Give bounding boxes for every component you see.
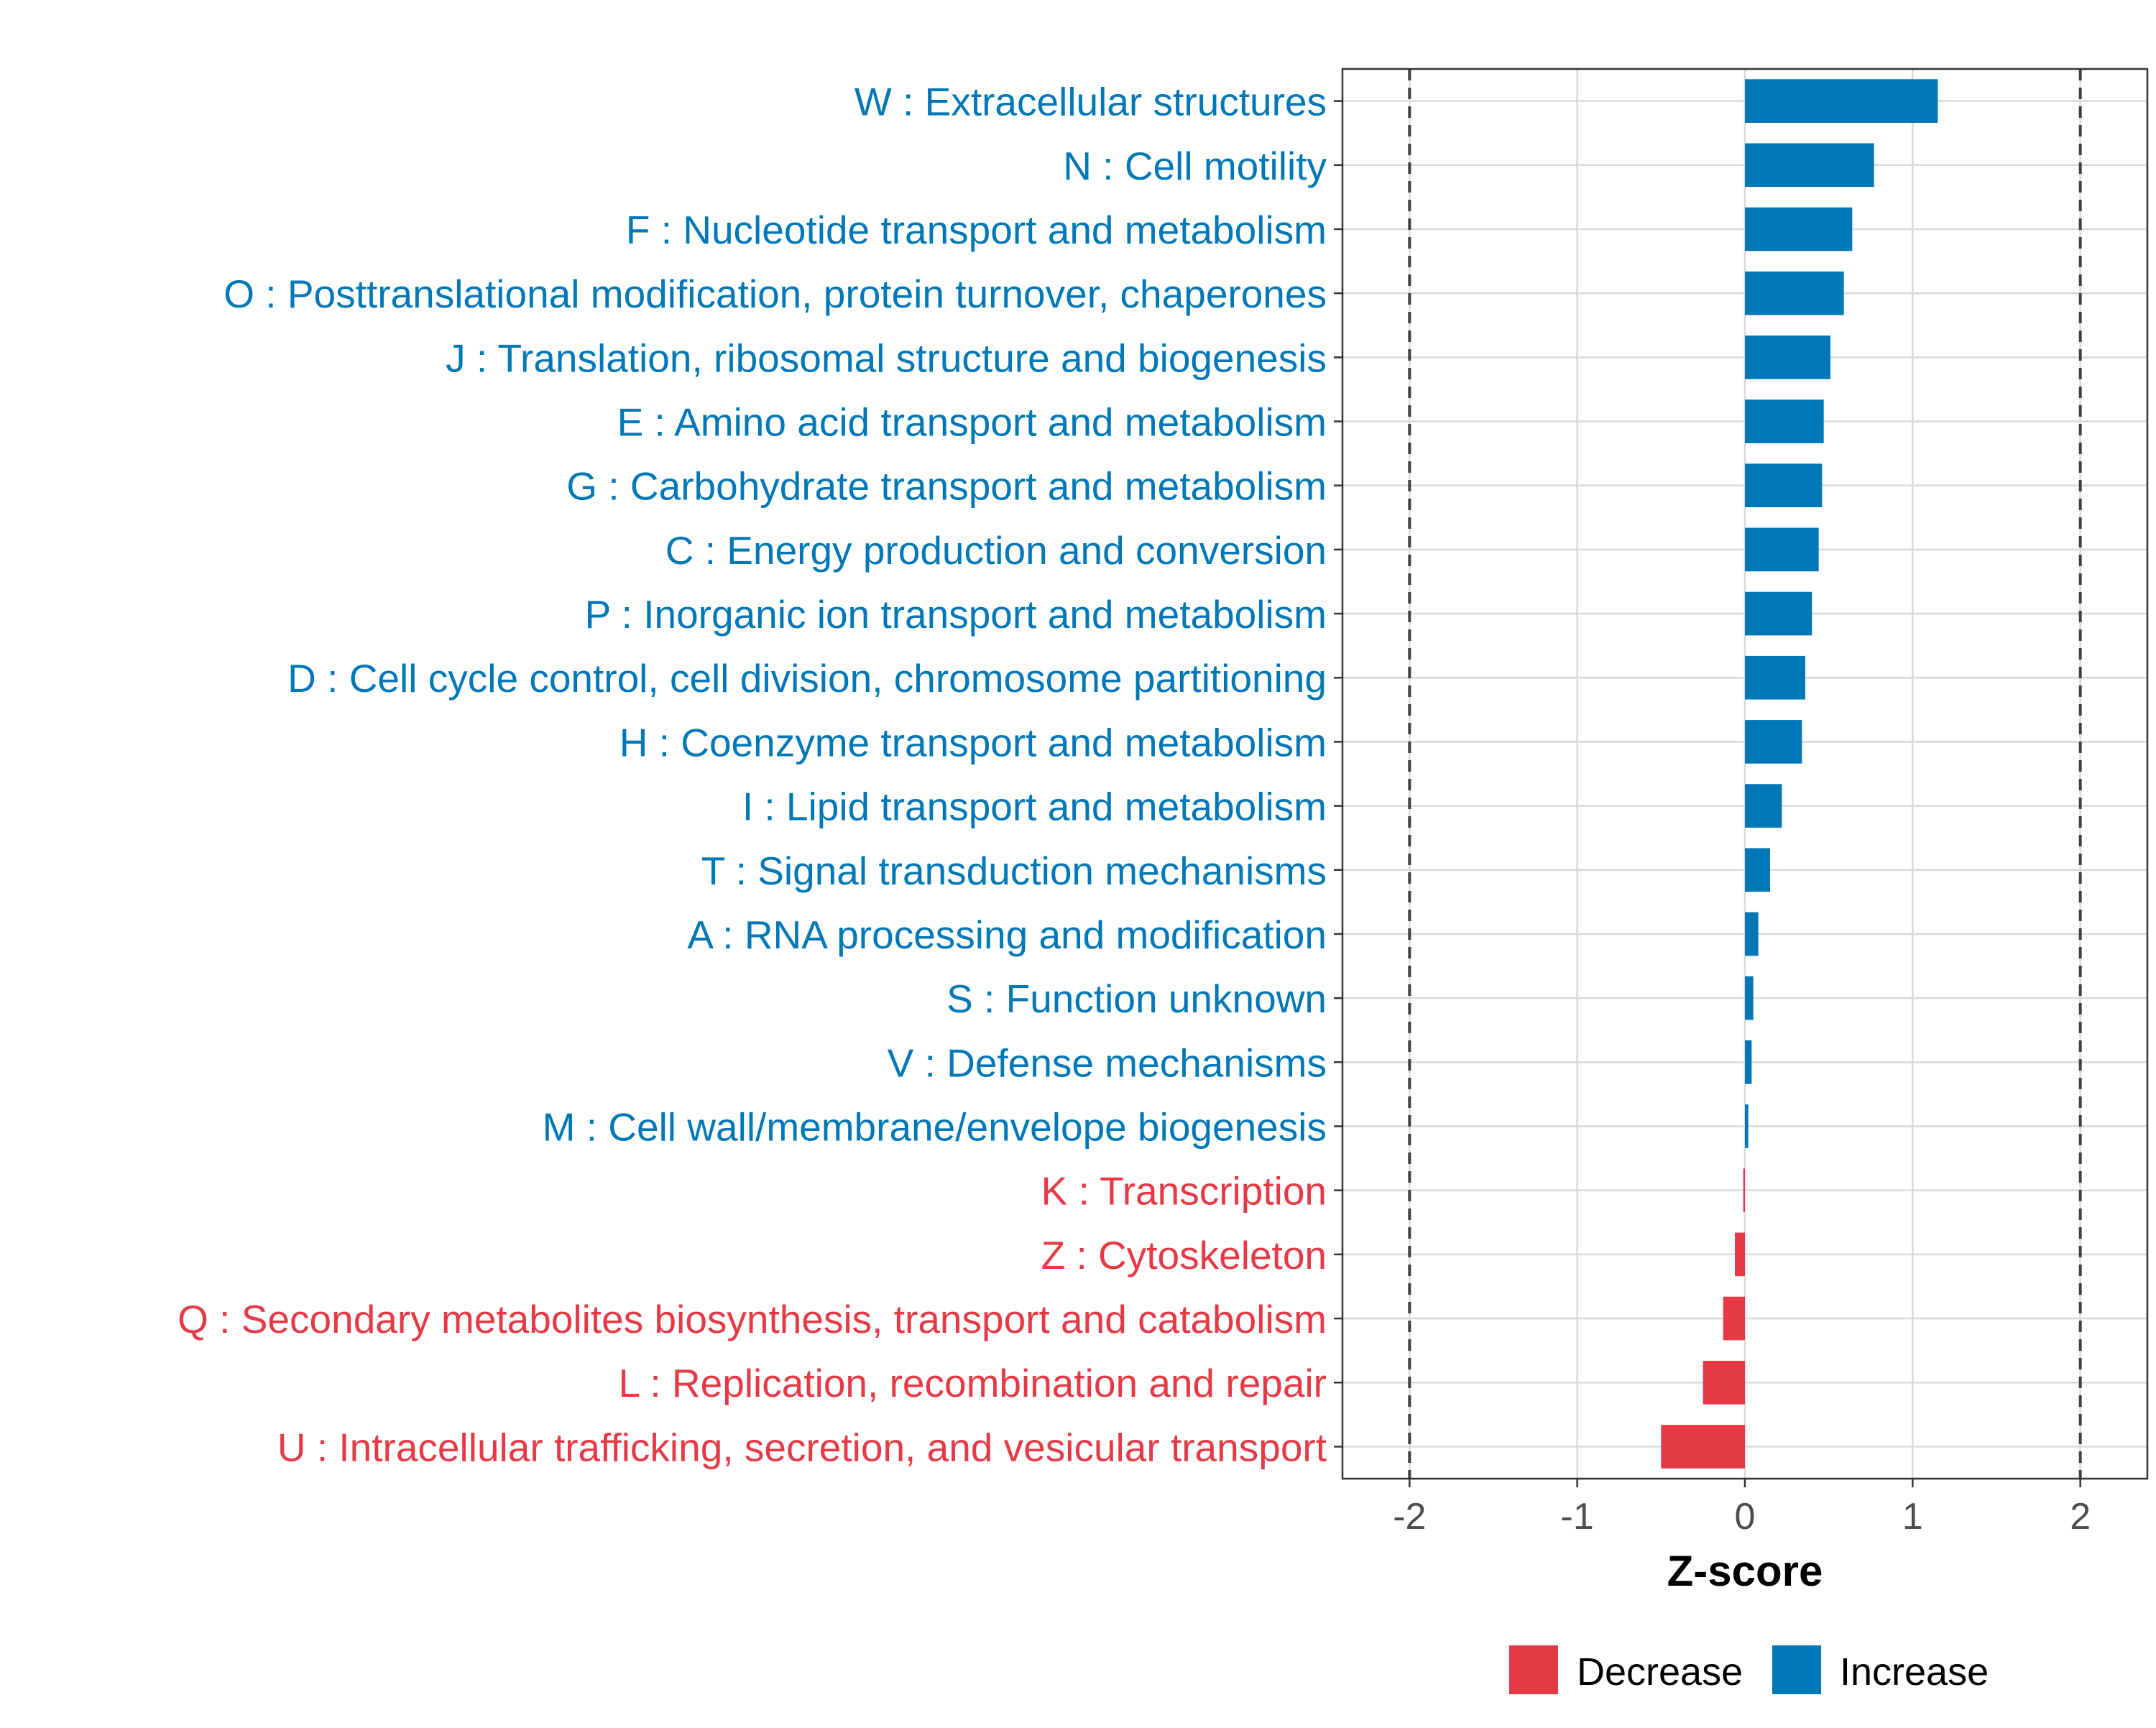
bar xyxy=(1723,1296,1745,1341)
bar xyxy=(1745,976,1754,1020)
y-tick-label: V : Defense mechanisms xyxy=(888,1040,1327,1085)
bar xyxy=(1745,399,1824,443)
y-axis-labels: W : Extracellular structures N : Cell mot… xyxy=(178,80,1327,1470)
y-tick-label: S : Function unknown xyxy=(946,976,1327,1021)
y-axis-ticks xyxy=(1334,100,1342,1448)
bar xyxy=(1745,912,1759,956)
bar xyxy=(1745,207,1853,251)
legend-item-increase: Increase xyxy=(1772,1645,1989,1694)
y-tick-label: J : Translation, ribosomal structure and… xyxy=(446,336,1327,380)
x-tick-label: 0 xyxy=(1735,1496,1756,1538)
legend: Decrease Increase xyxy=(1509,1645,1989,1694)
x-axis-title: Z-score xyxy=(1667,1547,1823,1595)
bar xyxy=(1661,1425,1745,1469)
y-tick-label: N : Cell motility xyxy=(1063,144,1327,188)
y-tick-label: Q : Secondary metabolites biosynthesis, … xyxy=(178,1297,1327,1341)
legend-swatch xyxy=(1509,1645,1558,1694)
x-tick-label: -1 xyxy=(1561,1496,1594,1538)
bar xyxy=(1745,848,1770,892)
bar xyxy=(1745,1104,1749,1148)
bar xyxy=(1745,591,1812,636)
y-tick-label: L : Replication, recombination and repai… xyxy=(619,1361,1327,1405)
y-tick-label: F : Nucleotide transport and metabolism xyxy=(626,208,1327,252)
y-tick-label: G : Carbohydrate transport and metabolis… xyxy=(566,464,1327,509)
y-tick-label: T : Signal transduction mechanisms xyxy=(701,849,1327,893)
y-tick-label: H : Coenzyme transport and metabolism xyxy=(619,720,1327,764)
x-tick-label: 2 xyxy=(2070,1496,2091,1538)
bar xyxy=(1703,1360,1745,1405)
legend-label: Decrease xyxy=(1577,1650,1743,1694)
bar xyxy=(1745,143,1874,188)
bar xyxy=(1745,527,1819,572)
bar xyxy=(1745,720,1802,764)
bar xyxy=(1745,463,1823,508)
y-tick-label: A : RNA processing and modification xyxy=(687,912,1327,957)
y-tick-label: U : Intracellular trafficking, secretion… xyxy=(277,1425,1327,1469)
y-tick-label: I : Lipid transport and metabolism xyxy=(742,785,1327,829)
bar xyxy=(1735,1232,1745,1277)
y-tick-label: C : Energy production and conversion xyxy=(665,528,1327,573)
bar xyxy=(1743,1168,1745,1213)
bar xyxy=(1745,655,1805,700)
bar xyxy=(1745,271,1844,315)
y-tick-label: M : Cell wall/membrane/envelope biogenes… xyxy=(543,1105,1327,1150)
y-tick-label: D : Cell cycle control, cell division, c… xyxy=(287,656,1327,701)
legend-label: Increase xyxy=(1840,1650,1989,1694)
y-tick-label: E : Amino acid transport and metabolism xyxy=(617,400,1327,445)
bar xyxy=(1745,79,1938,123)
y-tick-label: Z : Cytoskeleton xyxy=(1041,1233,1327,1277)
x-tick-label: -2 xyxy=(1393,1496,1426,1538)
y-tick-label: O : Posttranslational modification, prot… xyxy=(224,272,1327,316)
legend-item-decrease: Decrease xyxy=(1509,1645,1743,1694)
y-tick-label: K : Transcription xyxy=(1041,1169,1327,1214)
y-tick-label: W : Extracellular structures xyxy=(854,80,1327,124)
threshold-lines xyxy=(1408,69,2082,1479)
bar xyxy=(1745,1040,1752,1084)
x-tick-label: 1 xyxy=(1902,1496,1923,1538)
bar xyxy=(1745,784,1782,828)
bars xyxy=(1661,79,1938,1469)
x-axis-ticks: -2 -1 0 1 2 xyxy=(1393,1479,2091,1538)
bar xyxy=(1745,335,1830,379)
y-tick-label: P : Inorganic ion transport and metaboli… xyxy=(585,592,1327,637)
legend-swatch xyxy=(1772,1645,1821,1694)
